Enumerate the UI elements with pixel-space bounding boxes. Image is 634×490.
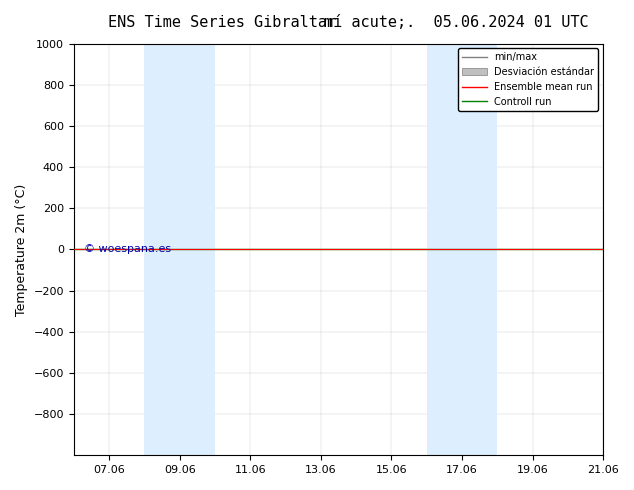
- Text: mí acute;.  05.06.2024 01 UTC: mí acute;. 05.06.2024 01 UTC: [324, 15, 589, 30]
- Legend: min/max, Desviación estándar, Ensemble mean run, Controll run: min/max, Desviación estándar, Ensemble m…: [458, 49, 598, 111]
- Bar: [427, 44, 497, 455]
- Y-axis label: Temperature 2m (°C): Temperature 2m (°C): [15, 183, 28, 316]
- Text: © woespana.es: © woespana.es: [84, 245, 171, 254]
- Bar: [145, 44, 215, 455]
- Text: ENS Time Series Gibraltar: ENS Time Series Gibraltar: [108, 15, 336, 30]
